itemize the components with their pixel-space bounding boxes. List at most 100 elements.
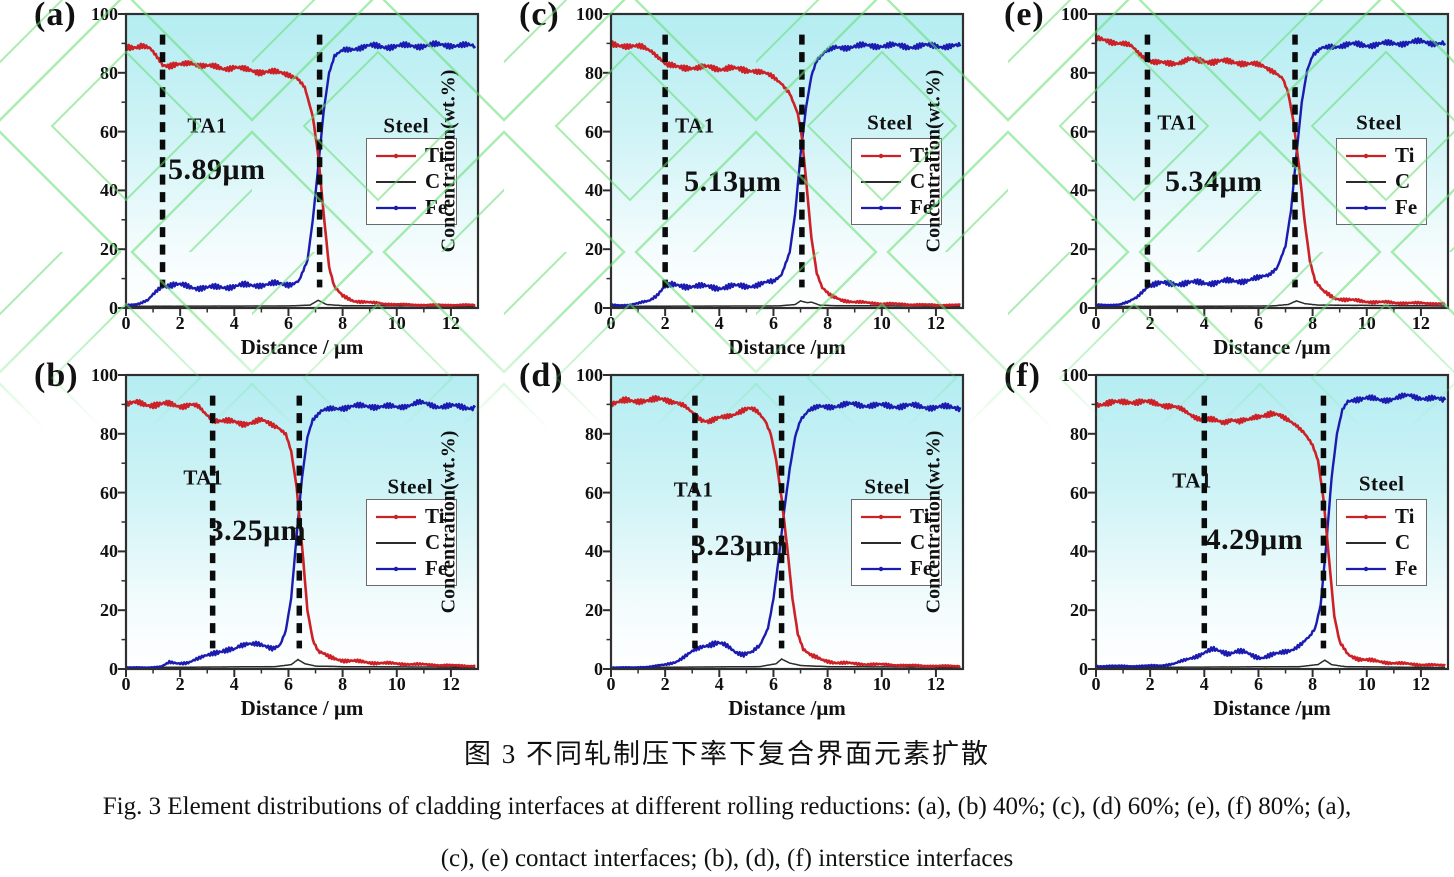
x-tick-label: 10 [387,674,406,694]
x-tick-label: 0 [1091,674,1101,694]
region-label-ta1: TA1 [187,113,228,138]
y-tick-label: 100 [1061,365,1088,385]
legend-label: C [1395,169,1411,193]
x-tick-label: 12 [441,674,460,694]
legend-item: Ti [859,505,932,528]
y-tick-label: 80 [100,62,118,83]
x-tick-label: 8 [338,313,348,333]
y-tick-label: 0 [594,659,603,679]
y-axis-title: Concentration(wt.%) [922,430,945,614]
y-tick-label: 20 [100,239,118,260]
legend-item: Fe [1344,196,1417,219]
x-tick-label: 4 [714,313,724,333]
legend-label: Ti [1395,143,1415,167]
legend: Ti C Fe [1336,499,1428,586]
y-tick-label: 40 [1070,180,1088,201]
y-tick-label: 80 [1070,423,1088,444]
x-tick-label: 10 [872,313,891,333]
legend-item: Ti [1344,505,1417,528]
legend: Ti C Fe [1336,138,1428,225]
legend-item: C [1344,170,1417,193]
legend-item: C [859,170,932,193]
legend-swatch-c [1346,180,1386,183]
y-tick-label: 60 [585,482,603,503]
legend-swatch-fe [1346,566,1386,571]
x-tick-label: 8 [338,674,348,694]
y-tick-label: 80 [1070,62,1088,83]
legend-swatch-fe [1346,205,1386,210]
legend-label: C [425,530,441,554]
y-tick-label: 60 [1070,482,1088,503]
y-tick-label: 100 [576,4,603,24]
y-tick-label: 80 [100,423,118,444]
y-tick-label: 100 [91,4,118,24]
x-tick-label: 8 [823,313,833,333]
region-label-ta1: TA1 [1157,110,1198,135]
legend-swatch-fe [861,205,901,210]
plot-area: TA1 Steel 5.34μm Ti C Fe Distance /μm 0 20 4… [1061,4,1450,359]
y-tick-label: 40 [100,180,118,201]
plot-area: TA1 Steel 5.13μm Ti C Fe Distance /μm 0 20 4… [576,4,965,359]
legend-label: Fe [1395,556,1418,580]
legend-label: Ti [425,504,445,528]
legend-label: C [910,530,926,554]
panel-d: (d) Concentration(wt.%) TA1 Steel 3.23μm… [438,357,970,722]
x-tick-label: 2 [660,313,670,333]
legend-swatch-ti [1346,514,1386,519]
y-tick-label: 20 [1070,239,1088,260]
x-tick-label: 2 [660,674,670,694]
x-tick-label: 0 [121,313,131,333]
legend-label: Fe [425,556,448,580]
legend-item: C [374,531,447,554]
x-tick-label: 4 [1199,674,1209,694]
legend-swatch-c [376,541,416,544]
interface-width-annotation: 5.13μm [684,164,782,198]
y-tick-label: 40 [585,541,603,562]
region-label-ta1: TA1 [675,113,715,138]
x-tick-label: 6 [1253,313,1263,333]
legend-swatch-c [1346,541,1386,544]
x-tick-label: 6 [283,674,293,694]
y-tick-label: 80 [585,62,603,83]
interface-width-annotation: 3.23μm [690,528,789,562]
x-tick-label: 0 [1091,313,1101,333]
legend-swatch-ti [376,153,416,158]
y-tick-label: 0 [109,298,118,318]
interface-width-annotation: 5.89μm [167,152,266,186]
x-tick-label: 10 [872,674,891,694]
legend-label: C [1395,530,1411,554]
x-axis-title: Distance /μm [728,335,846,359]
x-tick-label: 10 [1357,674,1376,694]
x-tick-label: 4 [1199,313,1209,333]
y-tick-label: 40 [585,180,603,201]
plot-area: TA1 Steel 5.89μm Ti C Fe Distance / μm 0 20… [91,4,480,359]
y-tick-label: 20 [1070,600,1088,621]
region-label-ta1: TA1 [673,477,714,502]
region-label-steel: Steel [867,110,913,135]
legend-item: Fe [1344,557,1417,580]
panel-label: (e) [1004,0,1045,33]
x-tick-label: 12 [926,674,945,694]
x-axis-title: Distance /μm [1213,335,1331,359]
y-tick-label: 100 [91,365,118,385]
y-tick-label: 0 [109,659,118,679]
x-tick-label: 12 [441,313,460,333]
legend-item: Ti [374,144,447,167]
x-tick-label: 2 [175,313,185,333]
y-tick-label: 100 [1061,4,1088,24]
y-tick-label: 80 [585,423,603,444]
plot-area: TA1 Steel 3.25μm Ti C Fe Distance / μm 0 20… [91,365,480,720]
x-tick-label: 12 [926,313,945,333]
figure-grid: (a) Concentration(wt.%) TA1 Steel 5.89μm… [34,0,1454,722]
panel-label: (d) [519,357,564,394]
x-axis-title: Distance / μm [240,335,364,359]
legend-swatch-ti [376,514,416,519]
y-tick-label: 40 [1070,541,1088,562]
y-tick-label: 60 [100,482,118,503]
panel-e: (e) Concentration(wt.%) TA1 Steel 5.34μm… [923,0,1454,361]
x-tick-label: 8 [1308,674,1318,694]
y-tick-label: 0 [1079,298,1088,318]
x-tick-label: 8 [1308,313,1318,333]
region-label-steel: Steel [383,113,430,138]
legend: Ti C Fe [366,499,458,586]
